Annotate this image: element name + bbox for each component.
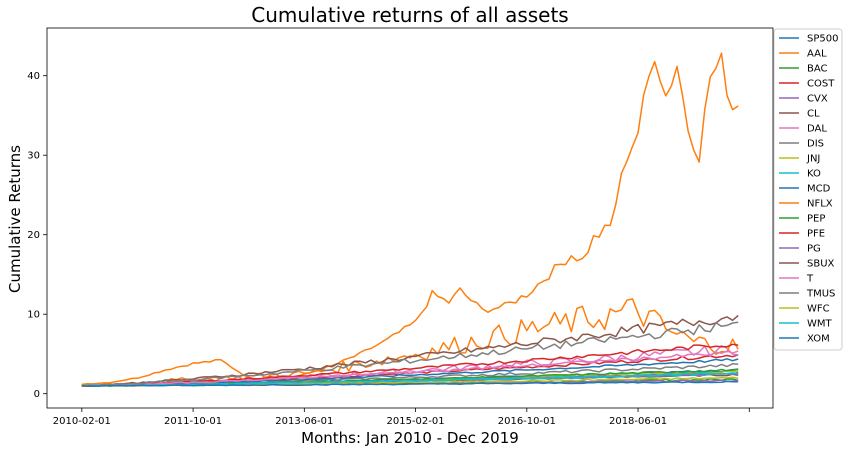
- legend-frame: [773, 28, 843, 351]
- legend-label: BAC: [807, 64, 828, 75]
- legend-label: T: [806, 274, 814, 285]
- legend-label: NFLX: [807, 199, 833, 210]
- legend-label: MCD: [807, 184, 831, 195]
- legend-label: SBUX: [807, 259, 835, 270]
- legend: SP500 AAL BAC COST CVX CL DAL DIS JNJ KO MCD NFLX PE…: [773, 28, 843, 351]
- x-axis-label: Months: Jan 2010 - Dec 2019: [301, 429, 519, 447]
- legend-label: DAL: [807, 124, 827, 135]
- series-line-tmus: [81, 321, 739, 387]
- legend-label: DIS: [807, 139, 824, 150]
- y-axis-label: Cumulative Returns: [6, 145, 24, 293]
- series-line-t: [81, 350, 739, 387]
- series-line-sbux: [81, 314, 739, 387]
- legend-label: TMUS: [806, 289, 835, 300]
- x-tick-label: 2010-02-01: [53, 416, 111, 427]
- y-tick-label: 30: [27, 151, 40, 162]
- x-tick-label: 2013-06-01: [275, 416, 333, 427]
- axes-frame: [46, 27, 774, 409]
- chart-title: Cumulative returns of all assets: [251, 3, 568, 27]
- legend-label: XOM: [807, 334, 830, 345]
- legend-label: CVX: [807, 94, 828, 105]
- legend-label: PFE: [807, 229, 825, 240]
- legend-label: WMT: [807, 319, 833, 330]
- legend-label: SP500: [807, 34, 838, 45]
- x-tick-label: 2015-02-01: [386, 416, 444, 427]
- legend-label: JNJ: [806, 154, 820, 165]
- series-line-xom: [81, 380, 739, 387]
- series-line-wmt: [81, 372, 739, 387]
- legend-label: PEP: [807, 214, 825, 225]
- x-tick-label: 2011-10-01: [164, 416, 222, 427]
- x-tick-label: 2018-06-01: [609, 416, 667, 427]
- plot-area: 0 10 20 30 40 2010-02-01 2011-10-01 2013-06-01 2…: [27, 27, 774, 427]
- y-tick-label: 10: [27, 310, 40, 321]
- legend-label: AAL: [807, 49, 827, 60]
- legend-label: COST: [807, 79, 835, 90]
- y-tick-label: 40: [27, 71, 40, 82]
- legend-label: CL: [807, 109, 820, 120]
- legend-label: KO: [807, 169, 821, 180]
- series-line-aal: [81, 52, 739, 386]
- y-tick-label: 20: [27, 230, 40, 241]
- y-tick-label: 0: [34, 389, 40, 400]
- x-tick-label: 2016-10-01: [498, 416, 556, 427]
- legend-label: PG: [807, 244, 821, 255]
- legend-label: WFC: [807, 304, 830, 315]
